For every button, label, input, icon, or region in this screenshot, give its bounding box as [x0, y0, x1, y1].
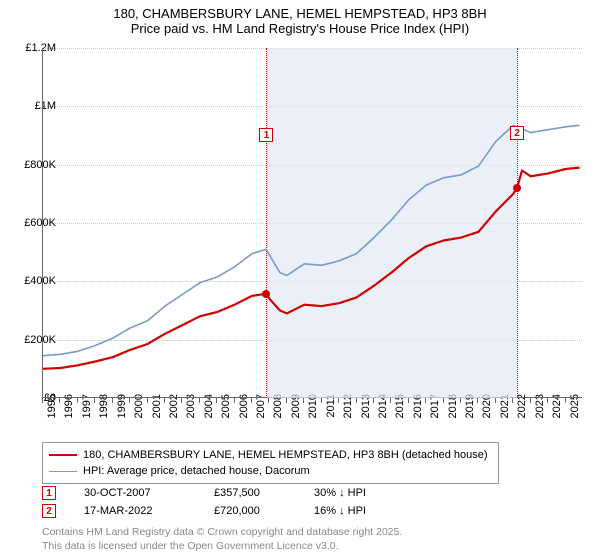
x-tick [147, 398, 148, 403]
x-tick [408, 398, 409, 403]
sale-price-2: £720,000 [214, 505, 314, 517]
x-tick-label: 2021 [499, 394, 511, 434]
x-tick [338, 398, 339, 403]
legend-label-1: 180, CHAMBERSBURY LANE, HEMEL HEMPSTEAD,… [83, 449, 488, 461]
x-tick-label: 2004 [203, 394, 215, 434]
x-tick [477, 398, 478, 403]
sale-date-1: 30-OCT-2007 [84, 487, 214, 499]
x-tick-label: 2025 [569, 394, 581, 434]
x-tick [356, 398, 357, 403]
x-tick-label: 1995 [46, 394, 58, 434]
legend: 180, CHAMBERSBURY LANE, HEMEL HEMPSTEAD,… [42, 442, 499, 484]
sale-diff-2: 16% ↓ HPI [314, 505, 434, 517]
x-tick-label: 2020 [481, 394, 493, 434]
x-tick [164, 398, 165, 403]
x-tick-label: 2006 [238, 394, 250, 434]
marker-box-1: 1 [259, 128, 273, 142]
series-hpi [43, 125, 580, 355]
x-tick [77, 398, 78, 403]
x-tick-label: 2010 [307, 394, 319, 434]
footnote-line1: Contains HM Land Registry data © Crown c… [42, 526, 402, 540]
x-tick-label: 1998 [98, 394, 110, 434]
x-tick-label: 1996 [63, 394, 75, 434]
x-tick [268, 398, 269, 403]
sale-row-2: 2 17-MAR-2022 £720,000 16% ↓ HPI [42, 502, 434, 520]
legend-row-1: 180, CHAMBERSBURY LANE, HEMEL HEMPSTEAD,… [49, 447, 488, 463]
x-tick [216, 398, 217, 403]
x-tick-label: 2005 [220, 394, 232, 434]
x-tick [530, 398, 531, 403]
x-tick [565, 398, 566, 403]
legend-swatch-2 [49, 471, 77, 472]
x-tick [303, 398, 304, 403]
x-tick [42, 398, 43, 403]
x-tick-label: 2019 [464, 394, 476, 434]
x-tick-label: 2023 [534, 394, 546, 434]
footnote-line2: This data is licensed under the Open Gov… [42, 540, 402, 554]
sale-index-1: 1 [42, 486, 56, 500]
x-tick [321, 398, 322, 403]
legend-label-2: HPI: Average price, detached house, Daco… [83, 465, 310, 477]
footnote: Contains HM Land Registry data © Crown c… [42, 526, 402, 553]
title-line1: 180, CHAMBERSBURY LANE, HEMEL HEMPSTEAD,… [0, 6, 600, 21]
x-tick [59, 398, 60, 403]
x-tick-label: 2001 [151, 394, 163, 434]
x-tick [373, 398, 374, 403]
x-tick [234, 398, 235, 403]
x-tick [129, 398, 130, 403]
x-tick [547, 398, 548, 403]
x-tick-label: 1999 [116, 394, 128, 434]
marker-box-2: 2 [510, 126, 524, 140]
x-tick [443, 398, 444, 403]
x-tick-label: 2009 [290, 394, 302, 434]
x-tick-label: 2012 [342, 394, 354, 434]
sale-price-1: £357,500 [214, 487, 314, 499]
series-price_paid [43, 168, 580, 369]
x-tick-label: 2002 [168, 394, 180, 434]
x-tick-label: 2018 [447, 394, 459, 434]
sale-row-1: 1 30-OCT-2007 £357,500 30% ↓ HPI [42, 484, 434, 502]
x-tick [390, 398, 391, 403]
x-tick-label: 2015 [394, 394, 406, 434]
x-tick [460, 398, 461, 403]
x-tick [512, 398, 513, 403]
sales-table: 1 30-OCT-2007 £357,500 30% ↓ HPI 2 17-MA… [42, 484, 434, 520]
sale-index-2: 2 [42, 504, 56, 518]
x-tick-label: 2024 [551, 394, 563, 434]
plot-area: 1 2 [42, 48, 582, 398]
x-tick [94, 398, 95, 403]
title-block: 180, CHAMBERSBURY LANE, HEMEL HEMPSTEAD,… [0, 0, 600, 38]
x-tick [495, 398, 496, 403]
x-tick-label: 2022 [516, 394, 528, 434]
legend-row-2: HPI: Average price, detached house, Daco… [49, 463, 488, 479]
chart-container: 180, CHAMBERSBURY LANE, HEMEL HEMPSTEAD,… [0, 0, 600, 560]
x-tick [251, 398, 252, 403]
title-line2: Price paid vs. HM Land Registry's House … [0, 21, 600, 36]
x-tick-label: 2007 [255, 394, 267, 434]
line-svg [43, 48, 583, 398]
sale-diff-1: 30% ↓ HPI [314, 487, 434, 499]
sale-date-2: 17-MAR-2022 [84, 505, 214, 517]
x-tick [425, 398, 426, 403]
x-tick-label: 2008 [272, 394, 284, 434]
sale-dot-1 [262, 290, 270, 298]
x-tick-label: 2003 [185, 394, 197, 434]
x-tick-label: 2014 [377, 394, 389, 434]
x-tick [181, 398, 182, 403]
x-tick [199, 398, 200, 403]
x-tick-label: 2000 [133, 394, 145, 434]
x-tick-label: 2013 [360, 394, 372, 434]
x-tick-label: 2017 [429, 394, 441, 434]
x-tick-label: 2011 [325, 394, 337, 434]
x-tick-label: 2016 [412, 394, 424, 434]
x-tick [112, 398, 113, 403]
sale-dot-2 [513, 184, 521, 192]
x-tick-label: 1997 [81, 394, 93, 434]
legend-swatch-1 [49, 454, 77, 456]
x-tick [286, 398, 287, 403]
